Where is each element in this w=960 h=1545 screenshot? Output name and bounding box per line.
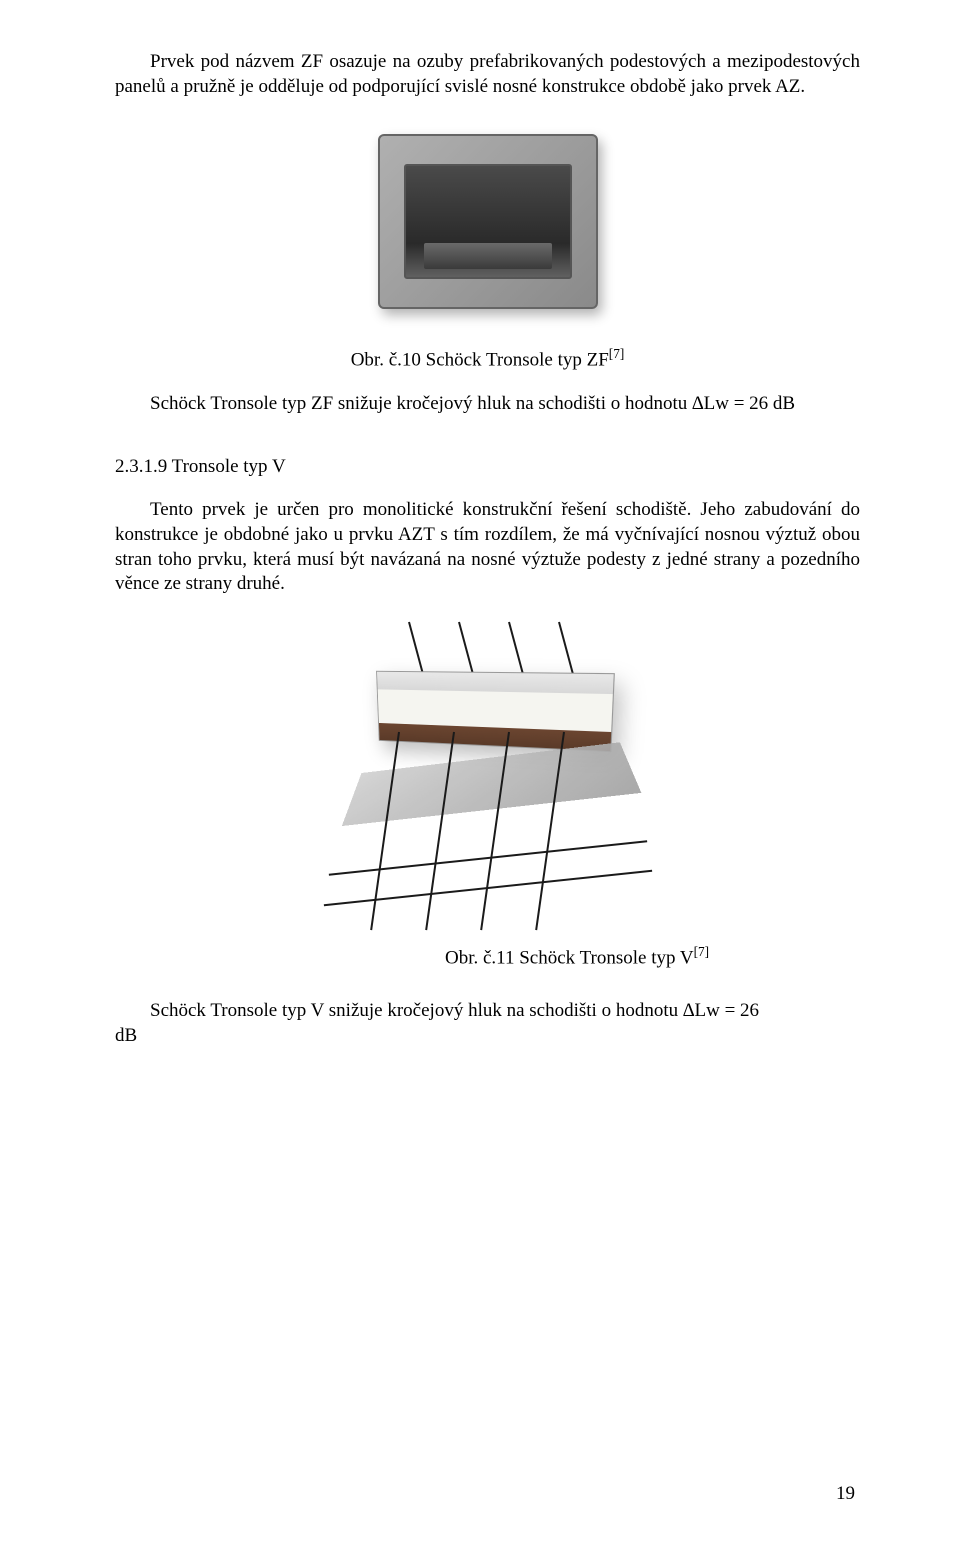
zf-base-shape (424, 243, 552, 269)
paragraph-zf-performance: Schöck Tronsole typ ZF snižuje kročejový… (115, 392, 860, 417)
figure-zf-caption: Obr. č.10 Schöck Tronsole typ ZF[7] (115, 346, 860, 371)
figure-v-caption-ref: [7] (694, 944, 710, 959)
rebar-down-2 (425, 732, 455, 930)
figure-v-caption: Obr. č.11 Schöck Tronsole typ V[7] (115, 944, 860, 969)
paragraph-zf-description: Prvek pod názvem ZF osazuje na ozuby pre… (115, 50, 860, 99)
section-heading-tronsole-v: 2.3.1.9 Tronsole typ V (115, 456, 860, 478)
paragraph-v-description: Tento prvek je určen pro monolitické kon… (115, 498, 860, 597)
figure-zf-container (115, 124, 860, 334)
figure-v-caption-text: Obr. č.11 Schöck Tronsole typ V (445, 947, 694, 968)
figure-zf-caption-ref: [7] (609, 346, 625, 361)
zf-inner-shape (404, 164, 572, 279)
figure-zf-caption-text: Obr. č.10 Schöck Tronsole typ ZF (351, 350, 609, 371)
page-number: 19 (836, 1483, 855, 1505)
v-block-shape (376, 671, 615, 752)
figure-v-image (308, 612, 668, 932)
paragraph-v-performance-line2: dB (115, 1024, 860, 1049)
zf-frame-shape (378, 134, 598, 309)
figure-zf-image (348, 124, 628, 334)
figure-v-container (115, 612, 860, 932)
paragraph-v-performance-line1: Schöck Tronsole typ V snižuje kročejový … (115, 999, 860, 1024)
